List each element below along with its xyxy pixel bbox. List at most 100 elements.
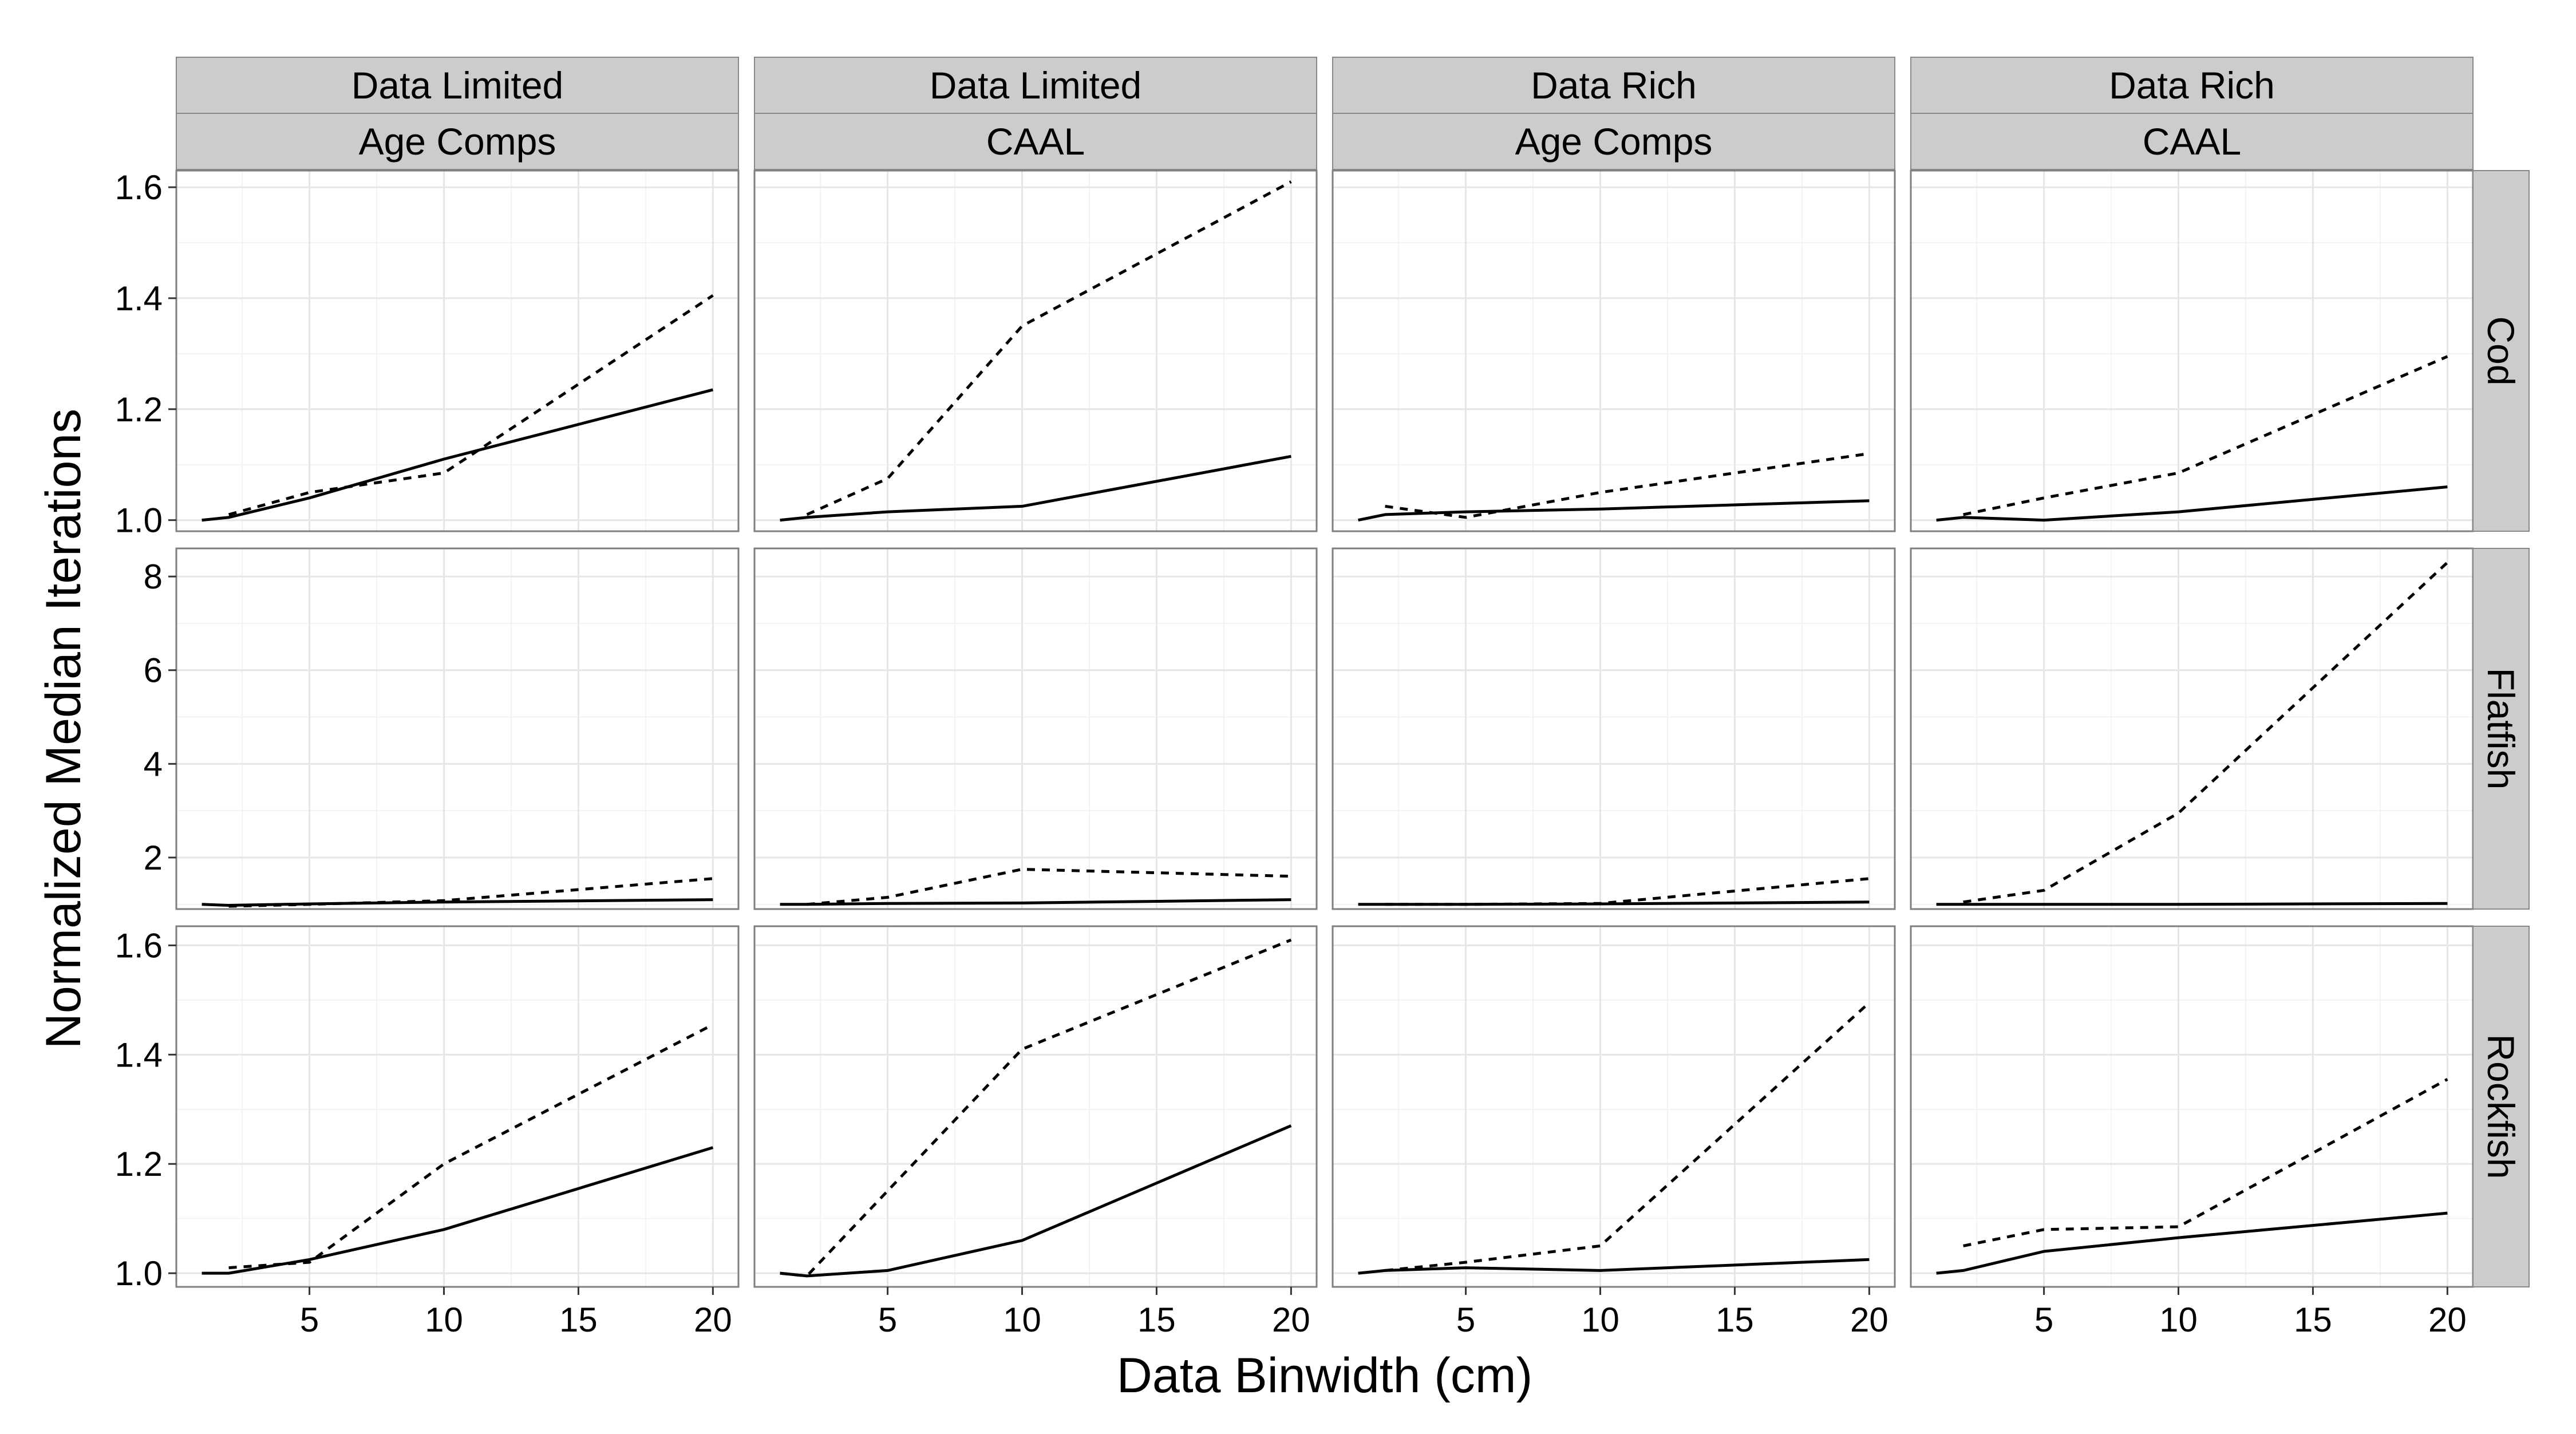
strips-layer: Data Limited Age Comps Data Limited CAAL Dat…: [176, 57, 2530, 1287]
panel: [175, 925, 740, 1288]
x-axis-tick-label: 20: [2428, 1301, 2467, 1339]
panel: [1910, 925, 2474, 1288]
x-axis-title: Data Binwidth (cm): [1117, 1348, 1532, 1403]
row-strip-label: Rockfish: [2480, 1034, 2522, 1179]
panel: [753, 169, 1318, 532]
solid-series-line: [1936, 1211, 2448, 1275]
y-axis-tick-label: 2: [144, 839, 163, 877]
panel-background: [176, 926, 738, 1287]
panel: [753, 547, 1318, 910]
x-axis-tick-label: 5: [878, 1301, 897, 1339]
x-axis-tick-label: 10: [2159, 1301, 2198, 1339]
dashed-series-line: [1385, 1001, 1871, 1272]
y-axis-tick-label: 4: [144, 745, 163, 783]
panel: [175, 547, 740, 910]
y-axis-tick-label: 1.2: [115, 390, 163, 429]
column-strip-top-label: Data Rich: [1531, 64, 1697, 106]
column-strip-bottom-label: CAAL: [986, 120, 1085, 163]
x-axis-tick-label: 15: [559, 1301, 598, 1339]
panel-border: [175, 547, 740, 910]
dashed-series-line: [807, 868, 1291, 906]
panel-background: [1911, 926, 2473, 1287]
solid-series-line: [1358, 1258, 1870, 1275]
panel-background: [1333, 171, 1895, 531]
dashed-series-line: [1963, 561, 2449, 904]
column-strip-bottom: [754, 113, 1317, 170]
panel-border: [1332, 169, 1896, 532]
solid-series-line: [202, 388, 714, 522]
column-strip-top: [1332, 57, 1895, 114]
row-strip: [2472, 170, 2530, 532]
panel: [1332, 169, 1896, 532]
panel-background: [1911, 171, 2473, 531]
column-strip-bottom-label: CAAL: [2143, 120, 2241, 163]
row-strip-label: Cod: [2480, 316, 2522, 385]
solid-series-line: [1358, 499, 1870, 522]
solid-series-line: [780, 898, 1291, 906]
y-axis-tick-label: 1.0: [115, 501, 163, 540]
x-axis-tick-label: 5: [1456, 1301, 1475, 1339]
x-axis-tick-label: 20: [1272, 1301, 1310, 1339]
y-axis-tick-label: 8: [144, 558, 163, 596]
panel: [1910, 547, 2474, 910]
y-axis-tick-label: 1.4: [115, 279, 163, 318]
panel-border: [1332, 547, 1896, 910]
panel-border: [753, 925, 1318, 1288]
dashed-series-line: [228, 877, 713, 908]
solid-series-line: [1936, 902, 2448, 906]
column-strip-bottom: [1332, 113, 1895, 170]
x-axis-tick-label: 15: [2294, 1301, 2332, 1339]
x-axis-tick-label: 5: [300, 1301, 319, 1339]
x-axis-tick-label: 10: [1581, 1301, 1619, 1339]
row-strip: [2472, 926, 2530, 1287]
panels-layer: [175, 169, 2474, 1288]
y-axis-title: Normalized Median Iterations: [36, 409, 91, 1049]
x-axis-tick-label: 10: [425, 1301, 463, 1339]
column-strip-bottom-label: Age Comps: [359, 120, 556, 163]
y-axis-tick-label: 1.0: [115, 1254, 163, 1293]
dashed-series-line: [1963, 1078, 2448, 1247]
solid-series-line: [202, 1146, 714, 1275]
row-strip: [2472, 548, 2530, 910]
panel: [1910, 169, 2474, 532]
x-axis-tick-label: 5: [2034, 1301, 2053, 1339]
panel: [1332, 547, 1896, 910]
panel: [753, 925, 1318, 1288]
dashed-series-line: [1963, 355, 2448, 516]
x-axis-tick-label: 10: [1003, 1301, 1041, 1339]
x-axis-tick-label: 15: [1137, 1301, 1176, 1339]
column-strip-top-label: Data Limited: [351, 64, 564, 106]
solid-series-line: [1936, 485, 2448, 522]
panel-background: [176, 548, 738, 909]
panel-background: [754, 171, 1317, 531]
column-strip-bottom: [1910, 113, 2474, 170]
panel: [1332, 925, 1896, 1288]
panel-border: [753, 169, 1318, 532]
column-strip-bottom: [176, 113, 739, 170]
row-strip-label: Flatfish: [2480, 668, 2522, 790]
y-axis-tick-label: 1.6: [115, 926, 163, 965]
panel-background: [176, 171, 738, 531]
panel-background: [754, 926, 1317, 1287]
dashed-series-line: [228, 294, 714, 516]
dashed-series-line: [1385, 877, 1870, 906]
dashed-series-line: [228, 1023, 714, 1270]
y-axis-tick-label: 1.6: [115, 168, 163, 207]
dashed-series-line: [780, 938, 1292, 1278]
panel-background: [754, 548, 1317, 909]
column-strip-bottom-label: Age Comps: [1515, 120, 1713, 163]
panel: [175, 169, 740, 532]
panel-background: [1333, 548, 1895, 909]
x-axis-tick-label: 20: [694, 1301, 732, 1339]
y-axis-tick-label: 1.2: [115, 1145, 163, 1183]
x-axis-tick-label: 20: [1850, 1301, 1888, 1339]
panel-border: [753, 547, 1318, 910]
column-strip-top: [1910, 57, 2474, 114]
panel-background: [1911, 548, 2473, 909]
x-axis-tick-label: 15: [1716, 1301, 1754, 1339]
y-axis-tick-label: 6: [144, 651, 163, 690]
panel-border: [175, 169, 740, 532]
column-strip-top: [754, 57, 1317, 114]
